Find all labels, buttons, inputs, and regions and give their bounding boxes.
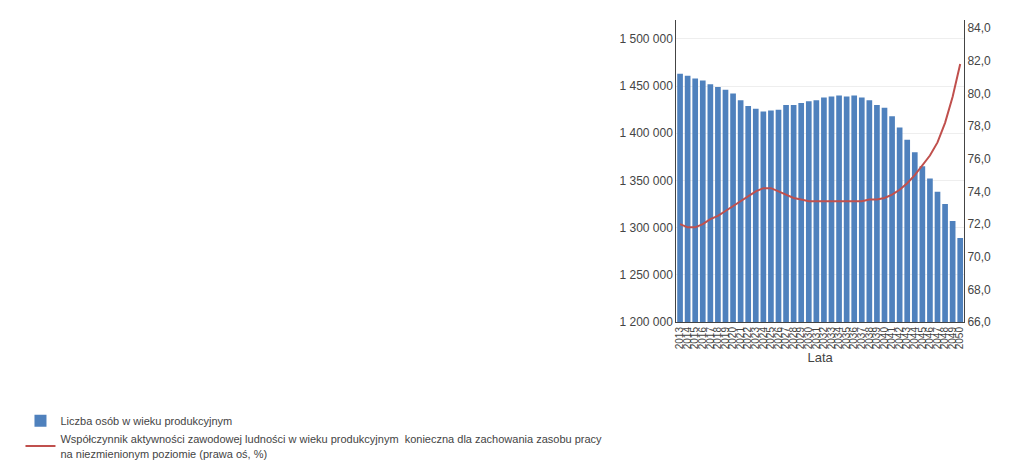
- svg-text:2042: 2042: [894, 327, 905, 350]
- svg-text:2016: 2016: [697, 327, 708, 350]
- svg-text:2031: 2031: [811, 327, 822, 350]
- svg-text:2035: 2035: [841, 327, 852, 350]
- svg-text:2019: 2019: [720, 327, 731, 350]
- svg-text:2025: 2025: [765, 327, 776, 350]
- svg-text:74,0: 74,0: [967, 185, 991, 199]
- svg-text:2050: 2050: [954, 327, 965, 350]
- svg-text:2023: 2023: [750, 327, 761, 350]
- svg-text:2018: 2018: [712, 327, 723, 350]
- svg-text:1 300 000: 1 300 000: [619, 221, 673, 235]
- svg-text:1 450 000: 1 450 000: [619, 79, 673, 93]
- svg-text:1 400 000: 1 400 000: [619, 126, 673, 140]
- svg-text:76,0: 76,0: [967, 152, 991, 166]
- svg-text:1 500 000: 1 500 000: [619, 32, 673, 46]
- svg-text:2037: 2037: [856, 327, 867, 350]
- svg-text:2034: 2034: [833, 327, 844, 350]
- svg-text:84,0: 84,0: [967, 21, 991, 35]
- svg-text:2021: 2021: [735, 327, 746, 350]
- svg-text:70,0: 70,0: [967, 250, 991, 264]
- svg-text:66,0: 66,0: [967, 315, 991, 329]
- svg-text:2038: 2038: [864, 327, 875, 350]
- svg-text:2044: 2044: [909, 327, 920, 350]
- svg-text:80,0: 80,0: [967, 87, 991, 101]
- svg-text:2015: 2015: [689, 327, 700, 350]
- svg-text:2022: 2022: [742, 327, 753, 350]
- svg-text:2026: 2026: [773, 327, 784, 350]
- svg-text:2020: 2020: [727, 327, 738, 350]
- svg-text:1 350 000: 1 350 000: [619, 174, 673, 188]
- svg-text:Lata: Lata: [807, 350, 833, 365]
- svg-text:2043: 2043: [901, 327, 912, 350]
- svg-text:Współczynnik aktywności zawodo: Współczynnik aktywności zawodowej ludnoś…: [60, 433, 602, 459]
- svg-text:82,0: 82,0: [967, 54, 991, 68]
- svg-text:2040: 2040: [879, 327, 890, 350]
- svg-text:2013: 2013: [674, 327, 685, 350]
- svg-text:2045: 2045: [917, 327, 928, 350]
- svg-text:2032: 2032: [818, 327, 829, 350]
- svg-text:72,0: 72,0: [967, 217, 991, 231]
- svg-text:2030: 2030: [803, 327, 814, 350]
- svg-text:2046: 2046: [924, 327, 935, 350]
- svg-text:2028: 2028: [788, 327, 799, 350]
- svg-text:Liczba osób w wieku produkcyjn: Liczba osób w wieku produkcyjnym: [60, 415, 232, 427]
- svg-text:1 200 000: 1 200 000: [619, 315, 673, 329]
- svg-text:2024: 2024: [758, 327, 769, 350]
- svg-text:2014: 2014: [682, 327, 693, 350]
- svg-text:2036: 2036: [848, 327, 859, 350]
- svg-text:2047: 2047: [932, 327, 943, 350]
- svg-text:2048: 2048: [939, 327, 950, 350]
- svg-text:68,0: 68,0: [967, 283, 991, 297]
- svg-text:78,0: 78,0: [967, 119, 991, 133]
- svg-text:1 250 000: 1 250 000: [619, 268, 673, 282]
- svg-text:2049: 2049: [947, 327, 958, 350]
- svg-text:2041: 2041: [886, 327, 897, 350]
- svg-text:2017: 2017: [705, 327, 716, 350]
- svg-text:2033: 2033: [826, 327, 837, 350]
- svg-text:2029: 2029: [795, 327, 806, 350]
- svg-text:2039: 2039: [871, 327, 882, 350]
- svg-text:2027: 2027: [780, 327, 791, 350]
